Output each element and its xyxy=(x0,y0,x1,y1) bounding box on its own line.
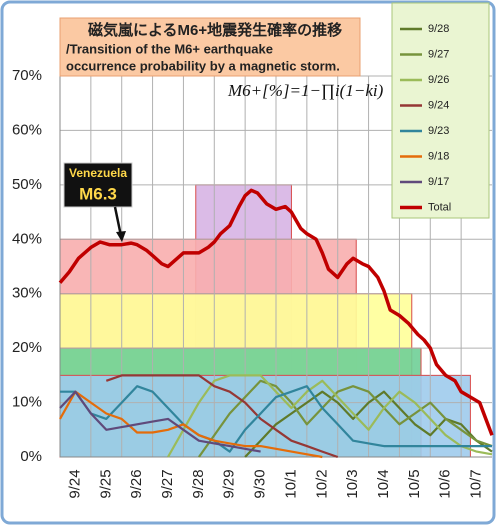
series-line xyxy=(167,374,493,458)
x-tick-label: 9/26 xyxy=(128,469,145,498)
y-tick-label: 10% xyxy=(12,394,42,411)
legend-label: 9/17 xyxy=(428,176,449,188)
probability-band xyxy=(59,374,471,458)
x-tick-label: 10/3 xyxy=(344,469,361,498)
series-line xyxy=(59,390,323,459)
annotation-text: M6.3 xyxy=(79,184,117,203)
y-tick-label: 40% xyxy=(12,230,42,247)
x-tick-label: 10/5 xyxy=(406,469,423,498)
x-tick-label: 9/25 xyxy=(97,469,114,498)
x-tick-label: 9/29 xyxy=(221,469,238,498)
annotation-box xyxy=(63,162,133,208)
x-tick-label: 10/1 xyxy=(282,469,299,498)
y-tick-label: 30% xyxy=(12,285,42,302)
legend-label: 9/23 xyxy=(428,125,449,137)
x-tick-label: 10/6 xyxy=(437,469,454,498)
legend-label: 9/26 xyxy=(428,74,449,86)
series-line xyxy=(198,379,493,458)
legend-label: 9/18 xyxy=(428,150,449,162)
subtitle: /Transition of the M6+ earthquake xyxy=(66,41,273,56)
legend-label: Total xyxy=(428,201,451,213)
y-tick-label: 70% xyxy=(12,67,42,84)
overlays: 磁気嵐によるM6+地震発生確率の推移 /Transition of the M6… xyxy=(59,2,490,242)
y-tick-label: 20% xyxy=(12,339,42,356)
annotation-arrowhead xyxy=(116,231,126,242)
x-tick-label: 9/27 xyxy=(159,469,176,498)
series-line xyxy=(59,390,261,453)
annotation-text: Venezuela xyxy=(69,166,127,180)
legend-label: 9/27 xyxy=(428,48,449,60)
y-tick-label: 60% xyxy=(12,121,42,138)
y-tick-label: 0% xyxy=(20,448,42,465)
annotation-arrow xyxy=(113,206,123,237)
formula: M6+[%]=1−∏i(1−ki) xyxy=(227,81,384,100)
subtitle: occurrence probability by a magnetic sto… xyxy=(66,58,340,73)
title-box xyxy=(59,17,361,77)
series-line xyxy=(105,374,339,459)
x-tick-label: 10/2 xyxy=(313,469,330,498)
legend-label: 9/28 xyxy=(428,23,449,35)
chart-title: 磁気嵐によるM6+地震発生確率の推移 xyxy=(88,21,342,39)
y-tick-label: 50% xyxy=(12,176,42,193)
x-tick-label: 10/7 xyxy=(468,469,485,498)
series-line xyxy=(244,390,493,458)
x-tick-label: 10/4 xyxy=(375,469,392,498)
legend-label: 9/24 xyxy=(428,99,449,111)
x-tick-label: 9/30 xyxy=(252,469,269,498)
x-tick-label: 9/24 xyxy=(66,469,83,498)
series-line xyxy=(60,385,492,453)
series-line xyxy=(58,188,494,436)
x-tick-label: 9/28 xyxy=(190,469,207,498)
